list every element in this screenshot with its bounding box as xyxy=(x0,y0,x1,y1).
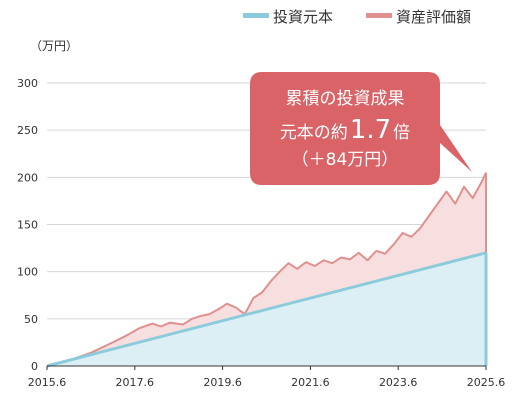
y-tick-labels: 0 50 100 150 200 250 300 xyxy=(17,77,38,373)
y-tick-label: 200 xyxy=(17,171,38,184)
callout-line-2: 元本の約1.7 倍 xyxy=(280,115,410,145)
legend-label-principal: 投資元本 xyxy=(273,8,333,26)
unit-label: （万円） xyxy=(30,39,78,53)
principal-line xyxy=(46,251,487,368)
y-tick-label: 300 xyxy=(17,77,38,90)
legend-swatch-asset-value xyxy=(366,13,392,18)
callout-line-1: 累積の投資成果 xyxy=(286,89,405,109)
y-tick-label: 0 xyxy=(31,360,38,373)
axes xyxy=(46,365,487,370)
callout-bubble xyxy=(250,72,472,185)
y-tick-label: 250 xyxy=(17,124,38,137)
x-tick-label: 2025.6 xyxy=(467,376,506,389)
callout-line-2-prefix: 元本の約 xyxy=(280,123,348,143)
x-tick-labels: 2015.6 2017.6 2019.6 2021.6 2023.6 2025.6 xyxy=(28,376,506,389)
callout-multiplier: 1.7 xyxy=(350,115,391,145)
callout: 累積の投資成果 元本の約1.7 倍 （＋84万円） xyxy=(250,72,472,185)
y-tick-label: 50 xyxy=(24,313,38,326)
x-tick-label: 2019.6 xyxy=(203,376,242,389)
x-tick-label: 2021.6 xyxy=(291,376,330,389)
callout-line-2-suffix: 倍 xyxy=(393,123,410,143)
y-tick-label: 150 xyxy=(17,219,38,232)
y-tick-label: 100 xyxy=(17,266,38,279)
x-tick-label: 2015.6 xyxy=(28,376,67,389)
legend-label-asset-value: 資産評価額 xyxy=(396,8,471,26)
x-tick-label: 2023.6 xyxy=(379,376,418,389)
plot-area xyxy=(46,172,488,368)
legend: 投資元本 資産評価額 xyxy=(243,8,471,26)
callout-line-3: （＋84万円） xyxy=(292,150,399,170)
x-tick-label: 2017.6 xyxy=(116,376,155,389)
asset-value-line xyxy=(46,172,487,367)
legend-swatch-principal xyxy=(243,13,269,18)
